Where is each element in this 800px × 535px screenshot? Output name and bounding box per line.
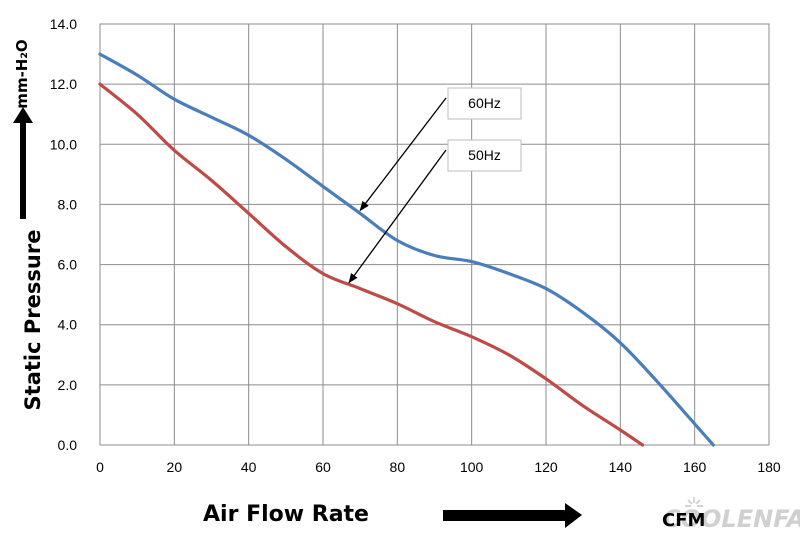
- x-tick-label: 80: [390, 459, 406, 475]
- x-tick-label: 40: [241, 459, 257, 475]
- right-arrow-icon: [443, 503, 582, 528]
- callout-arrow: [348, 149, 447, 284]
- x-axis-label: Air Flow Rate: [203, 502, 369, 527]
- y-tick-label: 4.0: [58, 317, 78, 333]
- x-axis-unit: CFM: [662, 510, 705, 531]
- x-tick-label: 100: [460, 459, 484, 475]
- x-axis-ticks: 0 20 40 60 80 100 120 140 160 180: [96, 459, 781, 475]
- series-line-60hz: [98, 52, 715, 447]
- x-tick-label: 120: [534, 459, 558, 475]
- plot-border: [99, 23, 770, 446]
- callout-50hz: 50Hz: [348, 139, 522, 284]
- callout-label: 60Hz: [468, 95, 501, 111]
- y-tick-label: 0.0: [58, 437, 78, 453]
- fan-logo-icon: [685, 497, 703, 507]
- y-tick-label: 2.0: [58, 377, 78, 393]
- plot-area: [99, 23, 770, 446]
- y-tick-label: 6.0: [58, 257, 78, 273]
- y-axis-ticks: 0.0 2.0 4.0 6.0 8.0 10.0 12.0 14.0: [50, 16, 77, 453]
- callout-box: [447, 87, 522, 120]
- y-tick-label: 14.0: [50, 16, 77, 32]
- y-tick-label: 10.0: [50, 136, 77, 152]
- annotation-layer: 60Hz 50Hz: [348, 87, 522, 284]
- x-tick-label: 0: [96, 459, 104, 475]
- y-axis-label: Static Pressure: [21, 230, 45, 411]
- x-tick-label: 160: [683, 459, 707, 475]
- callout-arrow: [359, 97, 447, 212]
- grid: [99, 23, 770, 446]
- callout-60hz: 60Hz: [359, 87, 522, 212]
- x-tick-label: 180: [757, 459, 781, 475]
- callout-label: 50Hz: [468, 147, 501, 163]
- y-tick-label: 8.0: [58, 196, 78, 212]
- series-line-50hz: [98, 82, 645, 447]
- callout-box: [447, 139, 522, 172]
- x-tick-label: 20: [167, 459, 183, 475]
- watermark: COOLENFAN: [663, 505, 800, 533]
- y-axis-unit: mm-H₂O: [13, 39, 31, 108]
- series-layer: [98, 52, 715, 447]
- up-arrow-icon: [13, 107, 33, 219]
- x-tick-label: 140: [609, 459, 633, 475]
- x-tick-label: 60: [315, 459, 331, 475]
- y-tick-label: 12.0: [50, 76, 77, 92]
